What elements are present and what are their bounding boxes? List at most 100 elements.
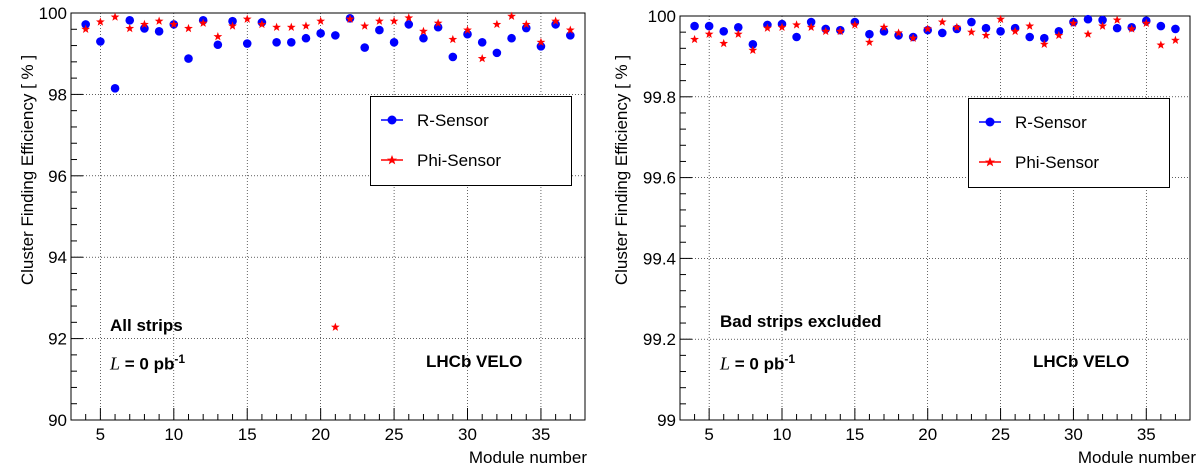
- r-sensor-point: [110, 83, 120, 93]
- x-tick-label: 5: [96, 425, 105, 444]
- r-sensor-point: [1156, 21, 1166, 31]
- r-sensor-point: [184, 54, 193, 63]
- r-sensor-point: [865, 29, 874, 39]
- phi-sensor-point: [477, 53, 487, 63]
- phi-sensor-point: [169, 19, 179, 29]
- r-sensor-point: [1025, 32, 1035, 42]
- r-sensor-point: [690, 21, 699, 31]
- right-legend: R-Sensor Phi-Sensor: [968, 98, 1170, 188]
- phi-sensor-point: [242, 14, 252, 23]
- lumi-exponent: -1: [174, 352, 186, 366]
- phi-sensor-point: [719, 38, 729, 48]
- r-sensor-point: [228, 16, 237, 26]
- phi-sensor-point: [463, 25, 472, 34]
- y-tick-label: 98: [48, 85, 67, 104]
- lumi-symbol: L: [110, 353, 121, 374]
- left-chart-plot: 90 92 94 96 98 100 5 10 15 20 25 30 35: [39, 4, 586, 444]
- right-chart-panel: 99 99.2 99.4 99.6 99.8 100 5 10 15 20 25 30 35 Clust…: [600, 0, 1198, 472]
- lumi-symbol: L: [720, 353, 731, 374]
- y-tick-label: 94: [48, 248, 67, 267]
- x-tick-label: 10: [164, 425, 183, 444]
- x-tick-label: 5: [704, 425, 713, 444]
- phi-sensor-point: [835, 26, 845, 36]
- right-chart-plot: 99 99.2 99.4 99.6 99.8 100 5 10 15 20 25 30 35: [643, 7, 1191, 444]
- phi-sensor-point: [565, 25, 575, 34]
- r-sensor-point: [448, 52, 458, 62]
- r-sensor-point: [748, 39, 758, 49]
- y-tick-label: 99.4: [643, 249, 676, 268]
- phi-sensor-point: [1083, 29, 1093, 38]
- r-sensor-point: [477, 38, 487, 47]
- phi-sensor-point: [389, 16, 399, 25]
- left-strips-annotation: All strips: [110, 316, 183, 335]
- left-x-axis-label: Module number: [468, 448, 587, 467]
- phi-sensor-point: [1069, 18, 1078, 27]
- r-sensor-point: [81, 20, 90, 29]
- phi-sensor-point: [433, 18, 443, 27]
- r-sensor-point: [213, 40, 223, 50]
- phi-sensor-point: [228, 21, 237, 30]
- x-tick-label: 30: [458, 425, 477, 444]
- r-sensor-point: [551, 20, 560, 29]
- phi-sensor-point: [879, 22, 889, 32]
- legend-entry-phi-sensor: Phi-Sensor: [371, 149, 571, 171]
- phi-sensor-point: [1141, 18, 1151, 27]
- phi-sensor-point: [1010, 26, 1020, 36]
- phi-sensor-point: [1112, 15, 1122, 24]
- phi-sensor-point: [404, 13, 414, 22]
- phi-sensor-point: [96, 17, 105, 26]
- phi-sensor-point: [301, 21, 311, 30]
- right-luminosity-annotation: L = 0 pb-1: [720, 352, 795, 375]
- r-sensor-point: [792, 32, 801, 42]
- r-sensor-point: [125, 16, 135, 25]
- plot-frame: [70, 12, 586, 421]
- r-sensor-point: [704, 21, 714, 31]
- r-sensor-point: [242, 39, 252, 48]
- r-sensor-point: [375, 25, 384, 35]
- phi-sensor-point: [1098, 21, 1107, 30]
- phi-sensor-point: [375, 16, 384, 25]
- phi-sensor-point: [198, 18, 208, 27]
- r-sensor-point: [521, 23, 531, 33]
- y-tick-label: 90: [48, 411, 67, 430]
- left-legend: R-Sensor Phi-Sensor: [370, 96, 572, 186]
- legend-label-phi-sensor: Phi-Sensor: [417, 151, 502, 170]
- phi-sensor-point: [1127, 24, 1137, 33]
- y-tick-label: 96: [48, 167, 67, 186]
- left-experiment-annotation: LHCb VELO: [426, 352, 523, 371]
- phi-sensor-point: [894, 28, 903, 37]
- legend-entry-r-sensor: R-Sensor: [371, 109, 571, 131]
- phi-sensor-point: [777, 22, 787, 32]
- x-tick-label: 25: [385, 425, 404, 444]
- phi-sensor-point: [257, 19, 267, 29]
- phi-sensor-point: [1054, 30, 1064, 40]
- phi-sensor-point: [821, 26, 831, 36]
- phi-sensor-point: [748, 45, 758, 55]
- legend-label-r-sensor: R-Sensor: [1015, 113, 1087, 132]
- legend-label-r-sensor: R-Sensor: [417, 111, 489, 130]
- y-tick-label: 92: [48, 330, 67, 349]
- phi-sensor-point: [125, 23, 135, 33]
- right-x-axis-label: Module number: [1077, 448, 1196, 467]
- y-tick-label: 99.8: [643, 88, 676, 107]
- phi-sensor-point: [967, 27, 976, 36]
- plot-frame: [679, 15, 1191, 421]
- legend-entry-phi-sensor: Phi-Sensor: [969, 151, 1169, 173]
- r-sensor-point: [286, 38, 296, 47]
- r-sensor-point: [360, 43, 370, 52]
- circle-marker-icon: [381, 115, 403, 125]
- phi-sensor-point: [865, 37, 874, 46]
- phi-sensor-point: [937, 17, 947, 26]
- phi-sensor-point: [908, 33, 918, 42]
- left-luminosity-annotation: L = 0 pb-1: [110, 352, 185, 375]
- phi-sensor-point: [330, 322, 340, 331]
- phi-sensor-point: [996, 14, 1005, 23]
- phi-sensor-point: [184, 23, 193, 33]
- left-y-axis-label: Cluster Finding Efficiency [ % ]: [18, 54, 37, 286]
- phi-sensor-point: [140, 19, 149, 29]
- phi-sensor-point: [272, 22, 281, 31]
- right-y-axis-label: Cluster Finding Efficiency [ % ]: [612, 54, 631, 286]
- r-sensor-point: [967, 17, 976, 27]
- phi-sensor-point: [345, 14, 355, 23]
- phi-sensor-point: [213, 32, 223, 41]
